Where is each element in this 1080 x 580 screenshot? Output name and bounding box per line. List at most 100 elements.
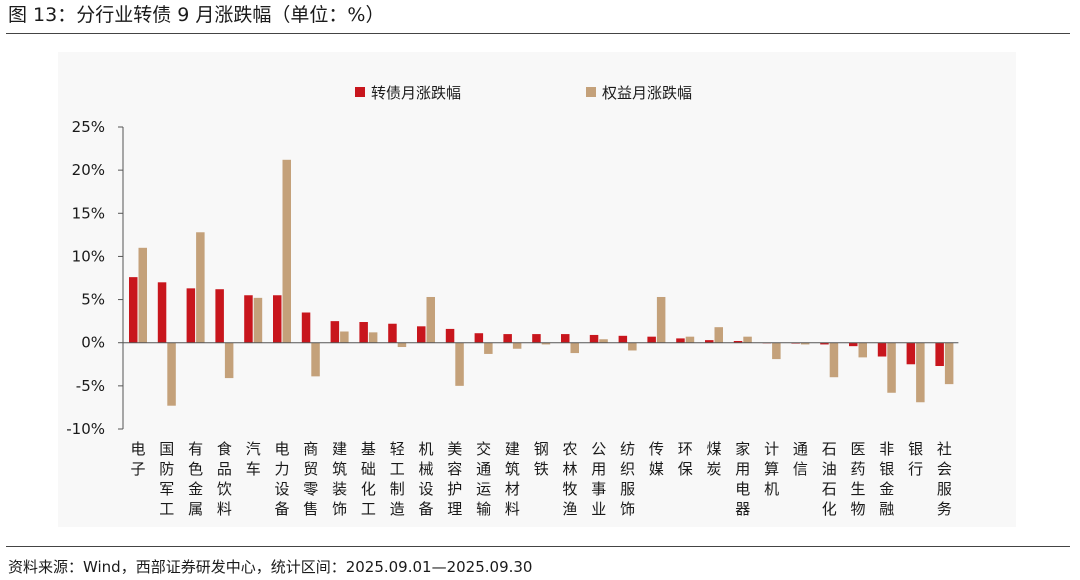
bottom-rule <box>6 546 1070 547</box>
y-tick-label: 20% <box>72 161 105 179</box>
bar-bond-12 <box>474 333 484 343</box>
bar-equity-12 <box>484 342 493 354</box>
bar-bond-7 <box>330 321 340 343</box>
bar-equity-19 <box>685 336 695 343</box>
x-category-label: 食品饮料 <box>217 440 232 518</box>
legend-swatch-series-1 <box>355 87 365 97</box>
x-category-label: 美容护理 <box>447 440 462 518</box>
bar-equity-5 <box>282 159 291 343</box>
y-axis: 25% 20% 15% 10% 5% 0% -5% -10% <box>66 118 123 438</box>
bar-equity-20 <box>714 327 723 343</box>
bar-equity-22 <box>772 342 781 360</box>
bar-bond-20 <box>705 340 714 343</box>
legend-label-series-1: 转债月涨跌幅 <box>371 84 461 102</box>
bar-equity-28 <box>944 342 954 385</box>
y-tick-label: 5% <box>81 291 105 309</box>
x-category-label: 煤炭 <box>706 440 721 478</box>
x-category-label: 有色金属 <box>188 440 203 518</box>
bar-bond-14 <box>532 334 541 343</box>
x-category-label: 社会服务 <box>937 440 952 518</box>
x-category-label: 商贸零售 <box>303 440 318 518</box>
y-tick-label: 10% <box>72 247 105 265</box>
bar-bond-25 <box>849 342 858 347</box>
bar-bond-2 <box>186 288 196 343</box>
x-category-label: 石油石化 <box>822 440 837 518</box>
bar-bond-3 <box>215 289 224 343</box>
bar-bond-27 <box>906 342 916 365</box>
bar-equity-13 <box>512 342 522 349</box>
x-category-label: 非银金融 <box>879 440 894 518</box>
bar-equity-2 <box>196 232 205 343</box>
x-category-label: 家用电器 <box>735 440 750 518</box>
x-category-label: 基础化工 <box>361 440 376 518</box>
bar-bond-11 <box>445 328 455 343</box>
bar-equity-24 <box>829 342 839 378</box>
x-category-label: 纺织服饰 <box>620 440 635 518</box>
bar-equity-10 <box>426 296 435 343</box>
x-category-label: 机械设备 <box>418 440 433 518</box>
bar-bond-15 <box>561 334 570 343</box>
x-category-label: 农林牧渔 <box>562 440 577 518</box>
bar-bond-0 <box>129 277 138 343</box>
bar-bond-16 <box>589 334 599 343</box>
bar-equity-25 <box>858 342 867 358</box>
bars <box>129 159 954 406</box>
x-category-label: 汽车 <box>246 440 261 478</box>
x-category-label: 公用事业 <box>591 440 606 518</box>
y-tick-label: 0% <box>81 334 105 352</box>
bar-equity-0 <box>138 247 147 343</box>
x-category-label: 电力设备 <box>274 440 289 518</box>
bar-bond-1 <box>157 282 167 343</box>
bar-equity-23 <box>800 342 810 345</box>
x-category-label: 轻工制造 <box>390 440 405 518</box>
x-category-label: 建筑材料 <box>505 440 520 518</box>
source-note: 资料来源：Wind，西部证券研发中心，统计区间：2025.09.01—2025.… <box>8 558 533 576</box>
chart: 转债月涨跌幅 权益月涨跌幅 25% 20% 15% 10% 5% 0% -5% -10% 电子… <box>66 84 959 518</box>
bar-equity-1 <box>167 342 176 406</box>
y-tick-label: 15% <box>72 204 105 222</box>
x-category-label: 通信 <box>793 440 808 478</box>
bar-bond-9 <box>388 323 397 343</box>
bar-equity-3 <box>224 342 234 379</box>
bar-bond-8 <box>359 322 368 343</box>
x-category-label: 医药生物 <box>850 440 865 518</box>
y-tick-label: -10% <box>66 420 105 438</box>
bar-equity-8 <box>368 332 378 343</box>
bar-equity-18 <box>656 296 666 343</box>
bar-equity-9 <box>397 342 407 348</box>
x-axis-labels: 电子国防军工有色金属食品饮料汽车电力设备商贸零售建筑装饰基础化工轻工制造机械设备… <box>130 440 951 518</box>
bar-equity-4 <box>253 297 263 343</box>
bar-equity-21 <box>743 336 752 343</box>
bar-bond-10 <box>417 326 426 343</box>
x-category-label: 建筑装饰 <box>332 440 347 518</box>
bar-bond-24 <box>820 342 829 345</box>
bar-equity-27 <box>916 342 925 403</box>
x-category-label: 钢铁 <box>534 440 549 478</box>
bar-equity-17 <box>628 342 637 351</box>
legend-label-series-2: 权益月涨跌幅 <box>602 84 692 102</box>
bar-bond-13 <box>503 334 512 343</box>
bar-equity-15 <box>570 342 579 354</box>
x-category-label: 交通运输 <box>476 440 491 518</box>
bar-bond-26 <box>877 342 887 357</box>
bar-bond-18 <box>647 336 656 343</box>
bar-bond-21 <box>733 340 743 343</box>
bar-equity-14 <box>541 342 551 345</box>
bar-equity-11 <box>455 342 464 386</box>
bar-bond-5 <box>273 295 282 343</box>
top-rule <box>6 33 1070 34</box>
y-tick-label: 25% <box>72 118 105 136</box>
bar-equity-26 <box>887 342 896 393</box>
x-category-label: 银行 <box>908 440 923 478</box>
legend: 转债月涨跌幅 权益月涨跌幅 <box>355 84 692 102</box>
x-category-label: 传媒 <box>649 440 664 478</box>
x-category-label: 计算机 <box>764 440 779 498</box>
legend-swatch-series-2 <box>586 87 596 97</box>
x-category-label: 环保 <box>678 440 693 478</box>
bar-bond-28 <box>935 342 944 367</box>
bar-equity-7 <box>340 331 349 343</box>
figure-title: 图 13：分行业转债 9 月涨跌幅（单位：%） <box>8 4 385 26</box>
bar-bond-6 <box>301 312 311 343</box>
y-tick-label: -5% <box>76 377 105 395</box>
bar-bond-4 <box>244 295 253 343</box>
